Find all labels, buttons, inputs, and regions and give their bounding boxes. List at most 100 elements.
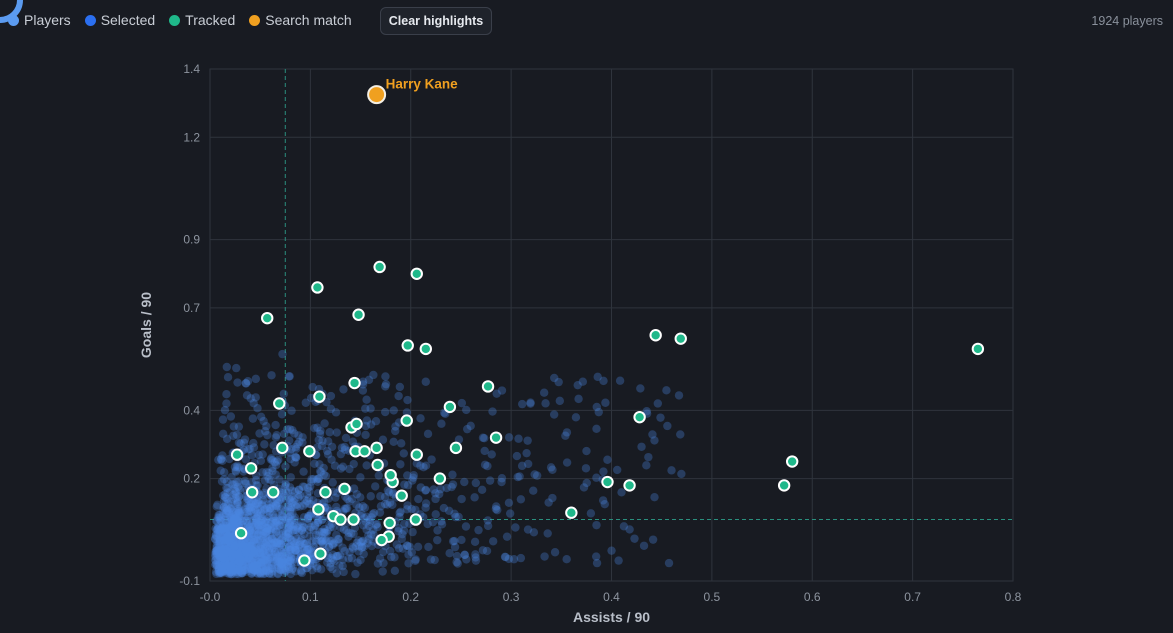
player-point[interactable] [676,430,685,439]
player-point[interactable] [357,509,366,518]
player-point[interactable] [270,522,279,531]
player-point[interactable] [259,569,268,578]
player-point[interactable] [653,399,663,408]
player-point[interactable] [263,506,272,515]
player-point[interactable] [397,439,406,448]
player-point[interactable] [285,542,294,552]
player-point[interactable] [222,362,232,372]
player-point[interactable] [371,482,380,491]
player-point[interactable] [219,567,229,576]
player-point[interactable] [394,544,404,553]
player-point[interactable] [215,542,224,551]
player-point[interactable] [247,558,257,567]
player-point[interactable] [437,419,446,428]
player-point[interactable] [245,502,254,512]
player-point[interactable] [221,509,231,518]
player-point[interactable] [287,516,297,525]
player-point[interactable] [526,398,535,407]
player-point[interactable] [254,557,263,567]
player-point[interactable] [376,502,386,511]
player-point[interactable] [281,487,291,496]
player-point[interactable] [220,554,229,564]
player-point[interactable] [223,372,233,382]
player-point[interactable] [471,550,480,559]
player-point[interactable] [250,521,259,530]
player-point[interactable] [250,500,260,510]
player-point[interactable] [259,416,268,426]
player-point[interactable] [541,399,550,408]
player-point[interactable] [399,449,408,458]
player-point[interactable] [247,569,257,578]
player-point[interactable] [237,520,246,530]
player-point[interactable] [246,500,256,509]
player-point[interactable] [252,560,262,570]
player-point[interactable] [222,477,232,486]
player-point[interactable] [414,494,423,504]
player-point[interactable] [238,566,247,575]
player-point[interactable] [245,506,254,515]
player-point[interactable] [318,540,328,549]
player-point[interactable] [271,516,280,526]
player-point[interactable] [262,467,271,477]
player-point[interactable] [214,561,223,570]
player-point[interactable] [249,502,259,511]
player-point[interactable] [273,569,283,579]
player-point[interactable] [211,552,220,561]
player-point[interactable] [280,482,290,492]
player-point[interactable] [263,517,272,526]
player-point[interactable] [231,487,241,497]
player-point[interactable] [222,568,231,578]
player-point[interactable] [480,446,489,456]
player-point[interactable] [367,541,376,551]
player-point[interactable] [305,487,314,496]
player-point[interactable] [261,558,271,568]
player-point[interactable] [216,516,225,526]
player-point[interactable] [514,434,523,443]
player-point[interactable] [240,549,249,558]
player-point[interactable] [291,453,301,462]
player-point[interactable] [226,569,236,579]
player-point[interactable] [216,554,225,563]
player-point[interactable] [234,539,243,549]
player-point[interactable] [251,541,261,550]
player-point[interactable] [250,528,260,537]
player-point[interactable] [426,555,436,564]
player-point[interactable] [327,553,336,563]
player-point[interactable] [295,437,304,447]
player-point[interactable] [268,534,277,544]
player-point[interactable] [328,539,337,549]
player-point[interactable] [259,548,268,557]
player-point[interactable] [266,504,275,513]
player-point[interactable] [223,524,233,533]
player-point[interactable] [294,521,303,530]
player-point[interactable] [323,526,332,535]
player-point[interactable] [221,548,230,557]
player-point[interactable] [232,551,241,561]
player-point[interactable] [279,565,289,574]
player-point[interactable] [273,521,282,531]
player-point[interactable] [221,544,230,553]
player-point[interactable] [283,553,292,562]
player-point[interactable] [266,525,275,534]
player-point[interactable] [255,521,264,530]
player-point[interactable] [226,556,236,565]
player-point[interactable] [302,489,312,499]
player-point[interactable] [241,498,250,508]
player-point[interactable] [328,540,338,550]
player-point[interactable] [247,541,257,551]
player-point[interactable] [219,502,229,512]
player-point[interactable] [299,467,308,476]
player-point[interactable] [284,529,293,538]
player-point[interactable] [378,547,388,557]
player-point[interactable] [281,529,291,539]
player-point[interactable] [384,488,394,497]
player-point[interactable] [259,527,268,536]
player-point[interactable] [256,549,266,558]
player-point[interactable] [222,525,231,534]
player-point[interactable] [225,487,235,497]
player-point[interactable] [480,433,489,443]
player-point[interactable] [280,564,290,573]
tracked-point[interactable] [649,329,662,342]
player-point[interactable] [262,528,271,537]
player-point[interactable] [228,519,237,529]
